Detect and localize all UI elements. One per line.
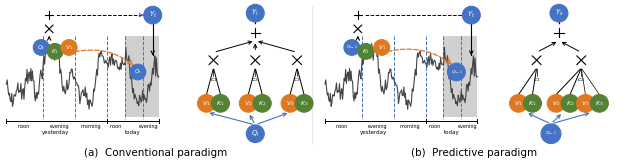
Circle shape — [253, 95, 271, 112]
Text: $V_1$: $V_1$ — [514, 99, 523, 108]
Circle shape — [247, 52, 263, 68]
Text: $K_1$: $K_1$ — [528, 99, 537, 108]
Circle shape — [246, 4, 264, 22]
Circle shape — [205, 52, 221, 68]
Text: noon: noon — [17, 124, 29, 129]
Circle shape — [42, 22, 56, 36]
Circle shape — [577, 95, 595, 112]
Circle shape — [47, 43, 63, 59]
Circle shape — [351, 22, 365, 36]
Circle shape — [144, 6, 162, 24]
Circle shape — [289, 52, 305, 68]
Circle shape — [550, 4, 568, 22]
Text: $c_1$: $c_1$ — [209, 76, 218, 84]
Text: $Q_t$: $Q_t$ — [134, 68, 142, 76]
Circle shape — [295, 95, 313, 112]
Text: noon: noon — [110, 124, 122, 129]
Circle shape — [247, 25, 263, 41]
Circle shape — [61, 40, 77, 55]
Circle shape — [547, 95, 565, 112]
Text: morning: morning — [399, 124, 420, 129]
Text: today: today — [125, 130, 141, 135]
Text: $V_1$: $V_1$ — [202, 99, 211, 108]
Text: evening: evening — [49, 124, 69, 129]
Circle shape — [591, 95, 609, 112]
Text: $K_3$: $K_3$ — [300, 99, 308, 108]
Circle shape — [246, 125, 264, 142]
Text: (b)  Predictive paradigm: (b) Predictive paradigm — [412, 148, 538, 158]
Circle shape — [281, 95, 299, 112]
Text: $Q_{i-1}$: $Q_{i-1}$ — [545, 130, 557, 137]
FancyBboxPatch shape — [444, 36, 477, 117]
Text: $V_1$: $V_1$ — [378, 43, 386, 52]
Circle shape — [358, 43, 374, 59]
Text: $K_2$: $K_2$ — [258, 99, 266, 108]
Text: (a)  Conventional paradigm: (a) Conventional paradigm — [84, 148, 227, 158]
Text: $Y_i$: $Y_i$ — [252, 8, 259, 18]
Text: $K_1$: $K_1$ — [51, 47, 59, 56]
Circle shape — [239, 95, 257, 112]
Circle shape — [198, 95, 216, 112]
Text: $c_3$: $c_3$ — [293, 76, 301, 84]
Circle shape — [344, 40, 360, 55]
Text: today: today — [444, 130, 460, 135]
Text: $Q_{i-1}$: $Q_{i-1}$ — [346, 44, 358, 51]
Circle shape — [462, 6, 480, 24]
Text: $V_3$: $V_3$ — [581, 99, 590, 108]
Text: $Q_{i-1}$: $Q_{i-1}$ — [451, 68, 462, 76]
Text: $Y_s$: $Y_s$ — [555, 8, 563, 18]
Text: $c_2$: $c_2$ — [577, 76, 585, 84]
Circle shape — [524, 95, 541, 112]
Text: evening: evening — [139, 124, 159, 129]
Circle shape — [561, 95, 579, 112]
Text: $K_3$: $K_3$ — [595, 99, 604, 108]
Text: evening: evening — [368, 124, 388, 129]
Circle shape — [211, 95, 229, 112]
Text: noon: noon — [336, 124, 348, 129]
Text: $K_1$: $K_1$ — [216, 99, 225, 108]
Text: $Y_t$: $Y_t$ — [467, 10, 476, 20]
Text: $V_1$: $V_1$ — [65, 43, 73, 52]
Text: $K_2$: $K_2$ — [566, 99, 574, 108]
Text: $Y_t$: $Y_t$ — [148, 10, 157, 20]
Text: $V_3$: $V_3$ — [286, 99, 294, 108]
Circle shape — [130, 64, 146, 80]
Circle shape — [573, 52, 589, 68]
Circle shape — [447, 63, 465, 81]
Text: yesterday: yesterday — [42, 130, 69, 135]
Circle shape — [42, 8, 56, 22]
Circle shape — [551, 25, 567, 41]
Text: $V_2$: $V_2$ — [244, 99, 253, 108]
Text: $c_1$: $c_1$ — [532, 76, 541, 84]
Circle shape — [529, 52, 545, 68]
Text: $c_2$: $c_2$ — [252, 76, 259, 84]
Text: noon: noon — [428, 124, 440, 129]
FancyBboxPatch shape — [125, 36, 159, 117]
Circle shape — [33, 40, 49, 55]
Circle shape — [541, 124, 561, 144]
Circle shape — [351, 8, 365, 22]
Text: yesterday: yesterday — [360, 130, 387, 135]
Text: $Q_i$: $Q_i$ — [251, 129, 260, 139]
Text: $K_1$: $K_1$ — [362, 47, 370, 56]
Text: evening: evening — [458, 124, 477, 129]
Circle shape — [374, 40, 390, 55]
Text: $Q_t$: $Q_t$ — [37, 43, 45, 52]
Circle shape — [509, 95, 527, 112]
Text: $V_2$: $V_2$ — [552, 99, 561, 108]
Text: morning: morning — [81, 124, 101, 129]
